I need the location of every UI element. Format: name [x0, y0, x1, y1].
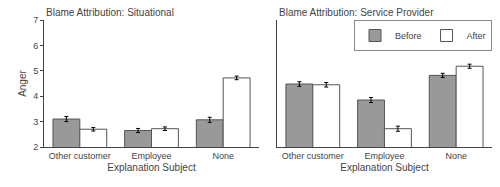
svg-text:5: 5 — [33, 66, 38, 76]
svg-text:3: 3 — [33, 117, 38, 127]
svg-text:Blame Attribution: Service Pro: Blame Attribution: Service Provider — [279, 7, 434, 18]
svg-text:Explanation Subject: Explanation Subject — [107, 162, 196, 173]
svg-text:None: None — [445, 151, 467, 161]
svg-text:Employee: Employee — [132, 151, 172, 161]
svg-text:None: None — [212, 151, 234, 161]
svg-text:Before: Before — [395, 31, 422, 41]
svg-text:After: After — [467, 31, 486, 41]
svg-text:Anger: Anger — [17, 69, 28, 96]
svg-text:4: 4 — [33, 91, 38, 101]
svg-text:Blame Attribution: Situational: Blame Attribution: Situational — [46, 7, 174, 18]
svg-text:Explanation Subject: Explanation Subject — [340, 162, 429, 173]
svg-text:Employee: Employee — [364, 151, 404, 161]
svg-text:Other customer: Other customer — [282, 151, 344, 161]
svg-text:6: 6 — [33, 41, 38, 51]
svg-text:Other customer: Other customer — [49, 151, 111, 161]
svg-text:7: 7 — [33, 15, 38, 25]
svg-text:2: 2 — [33, 142, 38, 152]
